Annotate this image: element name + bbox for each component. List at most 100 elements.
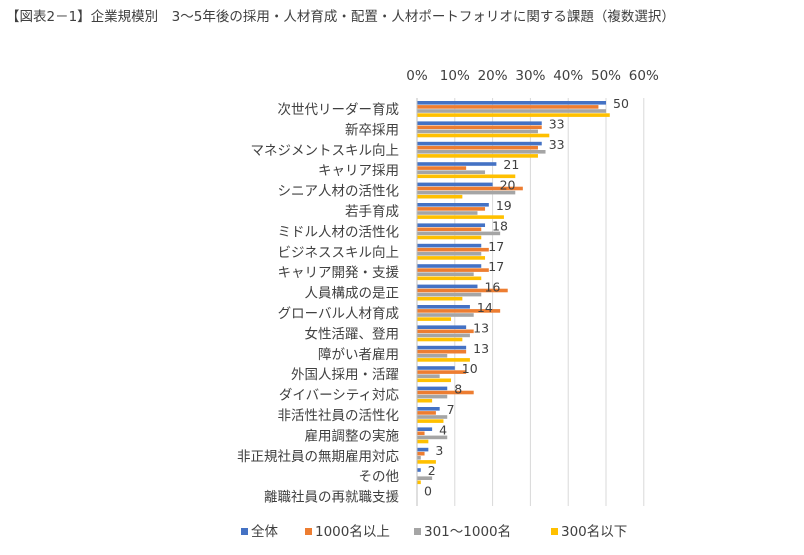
legend-label: 301～1000名 [424, 524, 511, 540]
bar-1000名以上 [417, 309, 501, 313]
chart-title: 【図表2－1】企業規模別 3～5年後の採用・人材育成・配置・人材ポートフォリオに… [6, 9, 675, 25]
bar-300名以下 [417, 460, 436, 464]
bar-301～1000名 [417, 190, 516, 195]
bar-全体 [417, 427, 433, 431]
category-label: 非正規社員の無期雇用対応 [237, 448, 399, 465]
data-label: 16 [484, 280, 500, 295]
bar-300名以下 [417, 419, 444, 423]
data-label: 33 [549, 116, 565, 131]
data-label: 21 [503, 157, 519, 172]
category-label: キャリア開発・支援 [278, 265, 400, 281]
bar-全体 [417, 203, 489, 207]
category-label: マネジメントスキル向上 [251, 143, 400, 159]
data-label: 19 [496, 198, 512, 213]
bar-全体 [417, 223, 486, 227]
category-label: 雇用調整の実施 [305, 427, 400, 444]
bar-300名以下 [417, 133, 550, 138]
bar-1000名以上 [417, 166, 467, 170]
data-label: 17 [488, 259, 504, 274]
bar-1000名以上 [417, 145, 538, 150]
category-label: 障がい者雇用 [318, 346, 399, 363]
bar-301～1000名 [417, 231, 501, 236]
bar-300名以下 [417, 317, 452, 321]
bar-300名以下 [417, 113, 610, 117]
bar-全体 [417, 305, 470, 309]
bar-全体 [417, 182, 493, 187]
bar-300名以下 [417, 256, 486, 260]
bar-1000名以上 [417, 390, 474, 395]
bar-全体 [417, 366, 455, 370]
category-label: ビジネススキル向上 [278, 245, 400, 261]
data-label: 17 [488, 239, 504, 254]
bar-全体 [417, 325, 467, 329]
data-label: 18 [492, 218, 508, 233]
data-label: 50 [613, 96, 629, 111]
bar-301～1000名 [417, 211, 478, 215]
legend-swatch [551, 528, 558, 535]
bar-301～1000名 [417, 374, 440, 378]
bar-全体 [417, 121, 542, 125]
category-label: ダイバーシティ対応 [279, 388, 400, 404]
bar-300名以下 [417, 194, 463, 199]
bar-1000名以上 [417, 411, 436, 415]
bar-300名以下 [417, 480, 421, 485]
category-label: 女性活躍、登用 [305, 325, 400, 342]
bar-301～1000名 [417, 109, 606, 113]
bar-全体 [417, 284, 478, 289]
data-label: 3 [435, 443, 443, 458]
data-label: 14 [477, 300, 493, 315]
bar-300名以下 [417, 235, 482, 240]
bar-全体 [417, 386, 448, 391]
bar-全体 [417, 101, 606, 105]
x-tick-label: 20% [478, 68, 508, 84]
bar-301～1000名 [417, 354, 448, 358]
category-label: シニア人材の活性化 [278, 184, 400, 200]
legend-swatch [414, 528, 421, 535]
bar-1000名以上 [417, 125, 542, 130]
legend-label: 1000名以上 [315, 524, 390, 540]
category-label: その他 [359, 469, 400, 485]
bar-300名以下 [417, 358, 470, 362]
bar-1000名以上 [417, 247, 489, 252]
bar-301～1000名 [417, 252, 482, 256]
bar-301～1000名 [417, 170, 486, 174]
bar-301～1000名 [417, 150, 546, 154]
category-label: 新卒採用 [345, 122, 399, 138]
bar-全体 [417, 468, 421, 472]
bar-300名以下 [417, 276, 482, 281]
bar-301～1000名 [417, 272, 474, 276]
bar-301～1000名 [417, 456, 421, 460]
bar-全体 [417, 345, 467, 350]
bar-301～1000名 [417, 394, 448, 399]
bar-全体 [417, 141, 542, 146]
category-label: 若手育成 [345, 204, 399, 220]
x-tick-label: 30% [515, 68, 545, 84]
data-label: 20 [500, 178, 516, 193]
data-label: 4 [439, 422, 447, 437]
bar-301～1000名 [417, 415, 448, 419]
x-tick-label: 10% [440, 68, 470, 84]
data-label: 33 [549, 137, 565, 152]
bar-全体 [417, 162, 497, 166]
bar-300名以下 [417, 398, 433, 403]
x-tick-label: 0% [406, 68, 428, 84]
bar-1000名以上 [417, 186, 523, 191]
bar-1000名以上 [417, 329, 474, 334]
bar-全体 [417, 243, 482, 248]
data-label: 2 [428, 463, 436, 478]
legend: 全体 1000名以上 301～1000名 300名以下 [241, 523, 627, 540]
category-label: 非活性社員の活性化 [278, 408, 400, 424]
bar-1000名以上 [417, 370, 467, 374]
bar-1000名以上 [417, 451, 425, 456]
gridlines [454, 98, 645, 506]
bar-1000名以上 [417, 227, 482, 232]
bar-300名以下 [417, 378, 452, 383]
bar-全体 [417, 447, 429, 452]
data-label: 10 [462, 361, 478, 376]
bar-300名以下 [417, 337, 463, 342]
bar-301～1000名 [417, 333, 470, 338]
bar-301～1000名 [417, 476, 433, 480]
category-label: 外国人採用・活躍 [291, 367, 399, 383]
